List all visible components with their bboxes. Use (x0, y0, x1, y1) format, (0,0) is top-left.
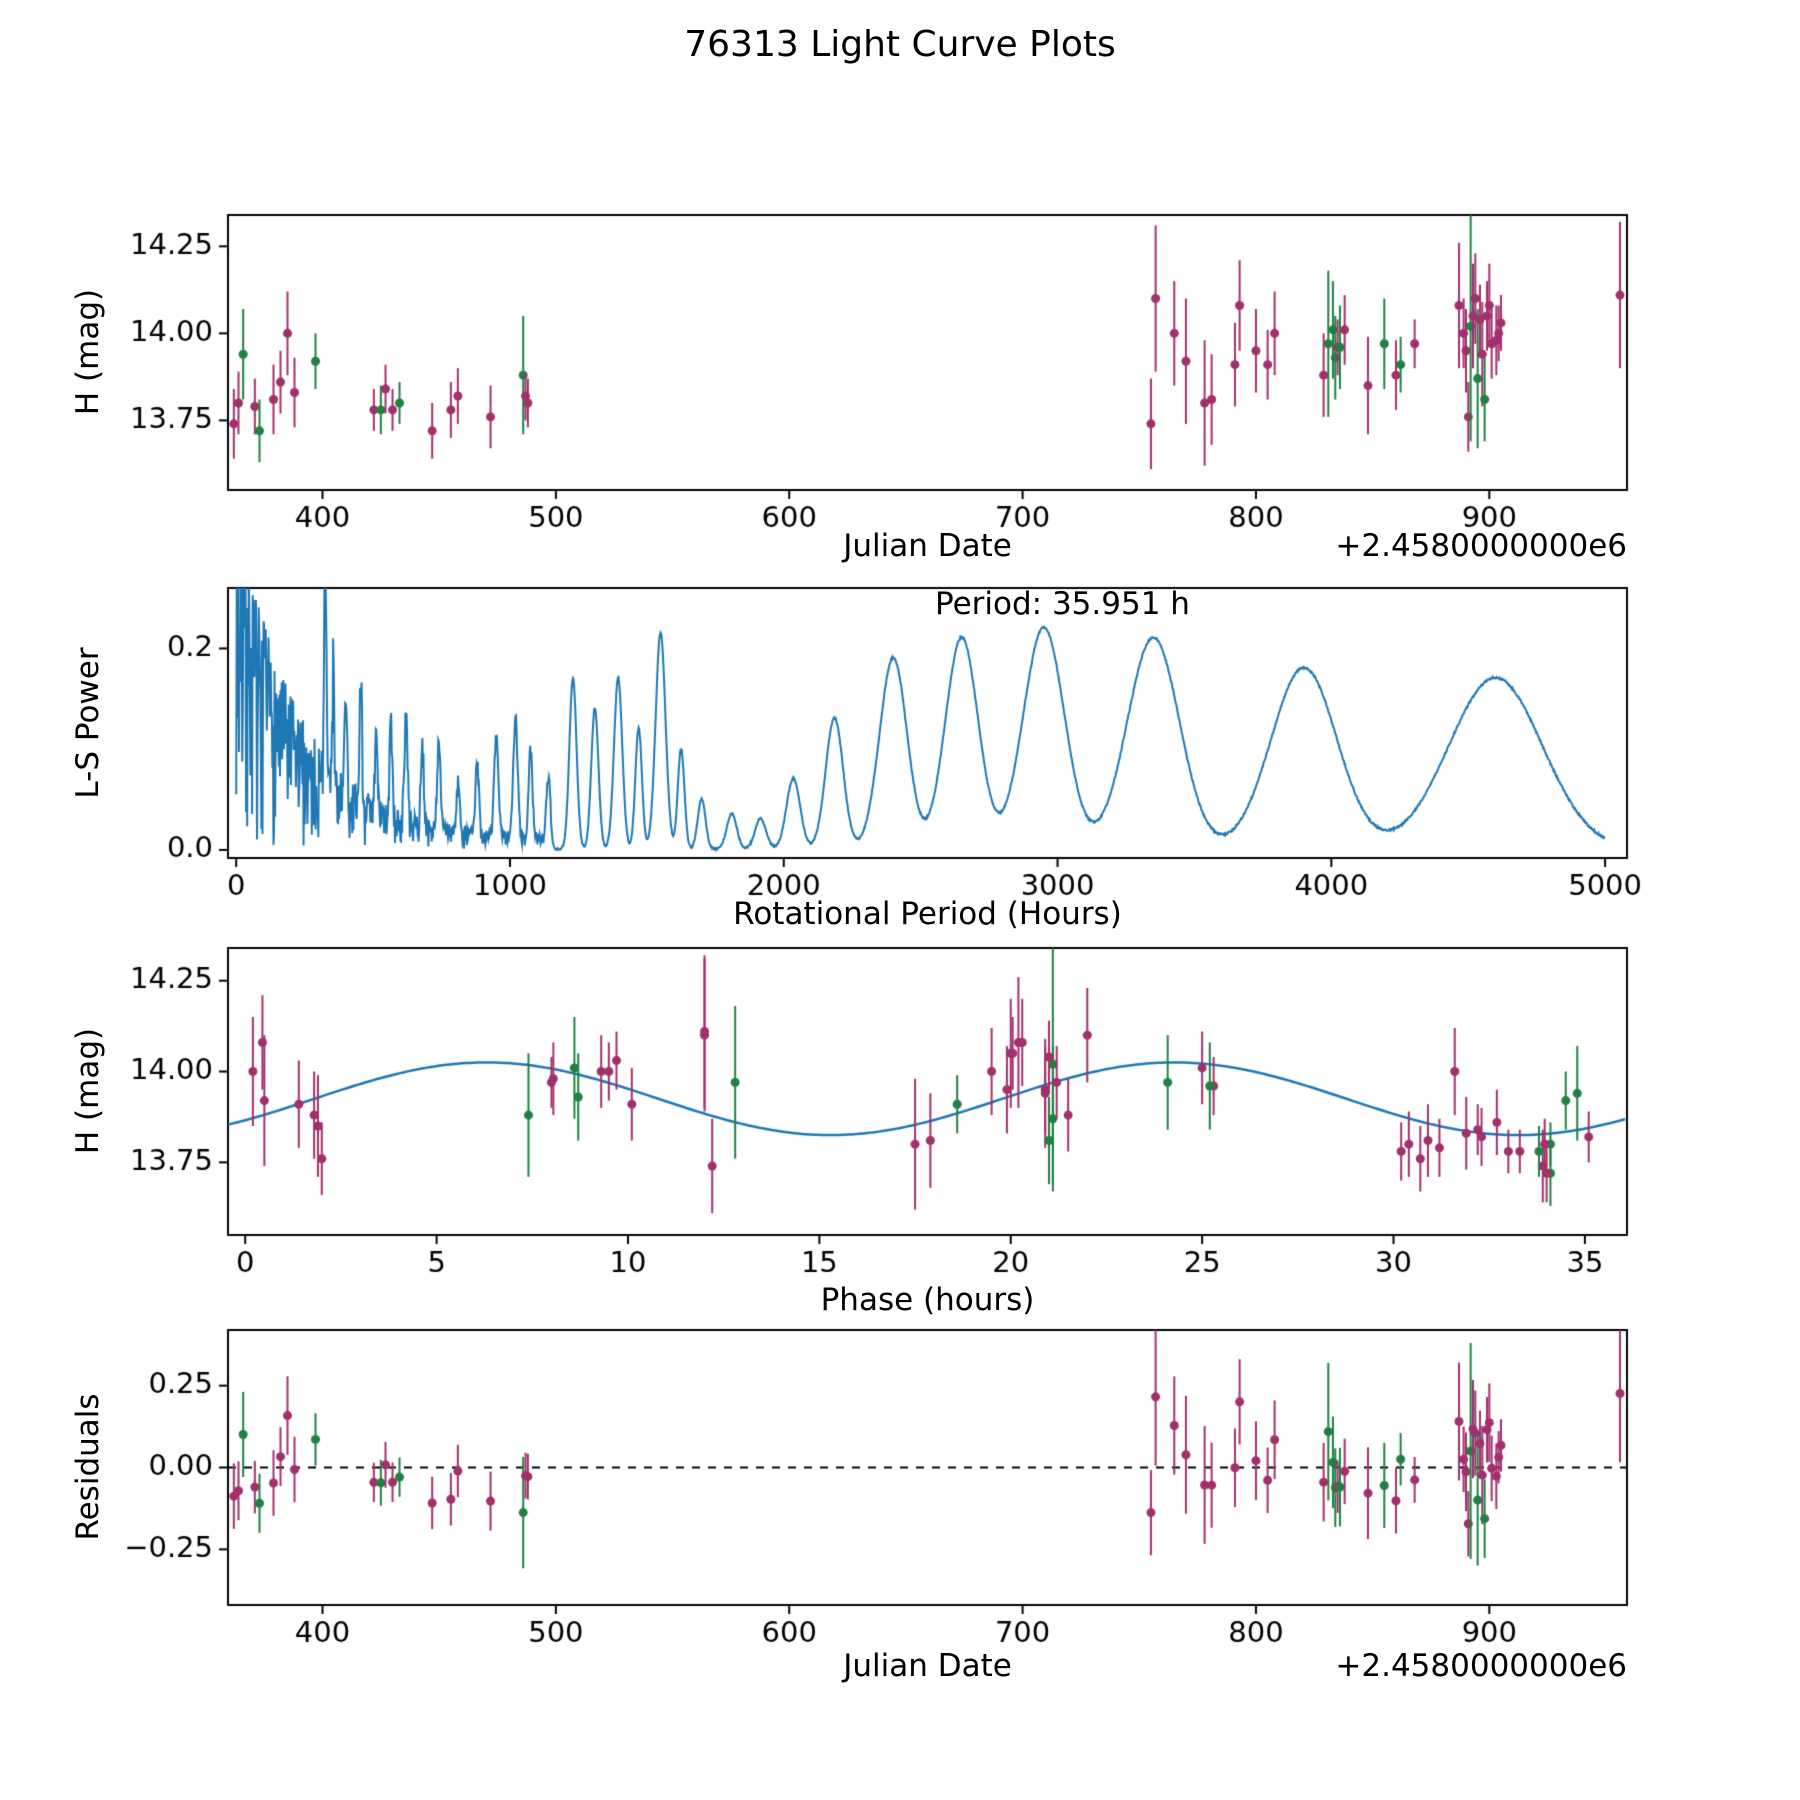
periodogram-y-axis-label: L-S Power (70, 647, 106, 799)
periodogram-x-axis-label: Rotational Period (Hours) (733, 896, 1122, 932)
lightcurve-x-offset-label: +2.4580000000e6 (1335, 528, 1627, 564)
period-annotation: Period: 35.951 h (935, 586, 1190, 622)
residuals-x-offset-label: +2.4580000000e6 (1335, 1648, 1627, 1684)
residuals-y-axis-label: Residuals (70, 1393, 106, 1541)
lightcurve-y-axis-label: H (mag) (70, 288, 106, 416)
phase-x-axis-label: Phase (hours) (820, 1282, 1035, 1318)
lightcurve-x-axis-label: Julian Date (843, 528, 1012, 564)
residuals-x-axis-label: Julian Date (843, 1648, 1012, 1684)
figure-title: 76313 Light Curve Plots (684, 24, 1116, 65)
phase-y-axis-label: H (mag) (70, 1027, 106, 1155)
